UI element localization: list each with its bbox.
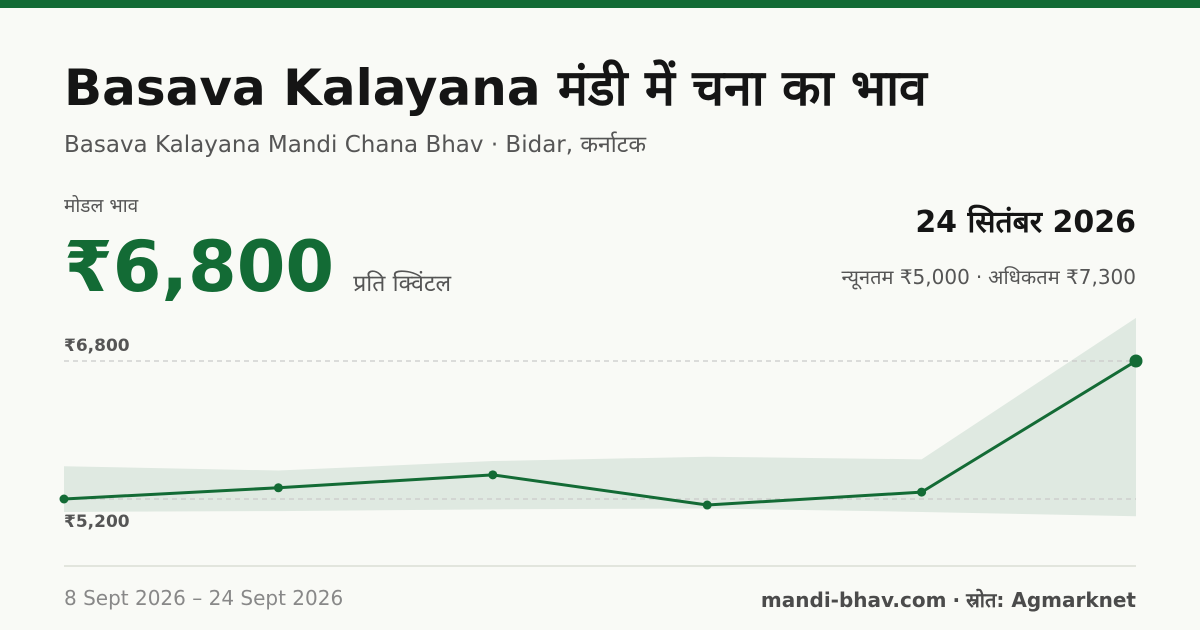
min-max-band [64,317,1136,517]
footer-divider [64,565,1136,567]
price-point [59,494,69,504]
min-price: न्यूनतम ₹5,000 [841,265,970,289]
y-tick-label-0: ₹6,800 [64,336,130,356]
price-point [488,470,498,480]
credit-separator: · [952,588,961,612]
date-period: 8 Sept 2026 – 24 Sept 2026 [64,586,344,610]
price-point [702,500,712,510]
price-point [273,483,283,493]
page-title: Basava Kalayana मंडी में चना का भाव [64,59,927,117]
source-name: स्रोत: Agmarknet [966,588,1136,612]
y-tick-label-1: ₹5,200 [64,512,130,532]
source-credit: mandi-bhav.com · स्रोत: Agmarknet [761,586,1136,613]
modal-price: ₹6,800 प्रति क्विंटल [64,226,451,308]
max-price: अधिकतम ₹7,300 [988,265,1136,289]
modal-price-value: ₹6,800 [64,226,335,308]
site-name: mandi-bhav.com [760,588,947,612]
price-line [63,359,1137,507]
modal-price-label: मोडल भाव [64,195,139,217]
price-point [917,487,927,497]
price-range: न्यूनतम ₹5,000 · अधिकतम ₹7,300 [842,263,1137,290]
page-subtitle: Basava Kalayana Mandi Chana Bhav · Bidar… [64,132,647,158]
price-unit: प्रति क्विंटल [353,271,452,297]
latest-price-point [1129,354,1143,368]
top-accent-bar [0,0,1200,8]
range-separator: · [975,265,983,289]
price-date: 24 सितंबर 2026 [915,205,1136,240]
